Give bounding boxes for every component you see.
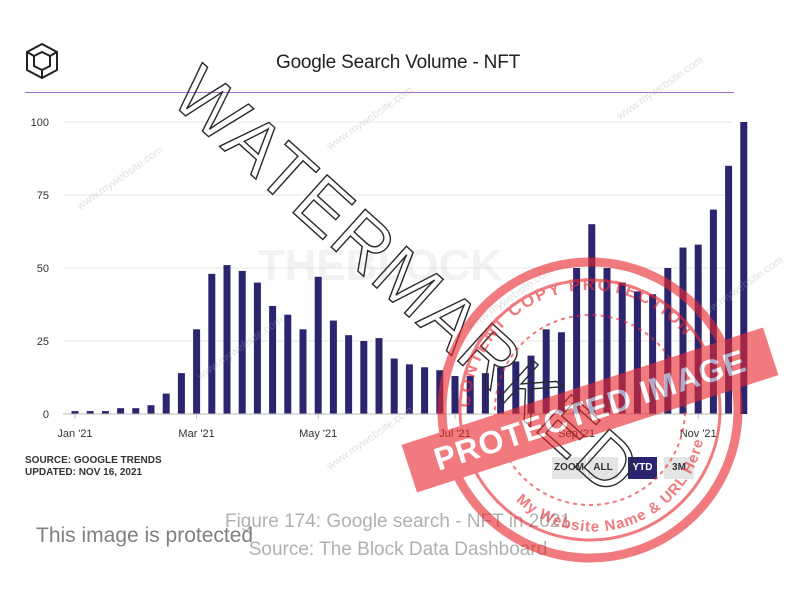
bar <box>557 332 565 414</box>
bar <box>497 367 505 414</box>
bar <box>481 373 489 414</box>
x-tick-label: May '21 <box>299 428 337 440</box>
bar <box>405 364 413 414</box>
updated-line: UPDATED: NOV 16, 2021 <box>25 467 143 478</box>
the-block-logo-icon <box>26 42 58 80</box>
x-tick-label: Nov '21 <box>680 428 717 440</box>
bar <box>390 358 398 414</box>
bar <box>162 393 170 414</box>
y-tick-label: 0 <box>43 409 49 421</box>
x-tick-label: Jan '21 <box>57 428 92 440</box>
bar <box>177 373 185 414</box>
bar <box>664 268 672 414</box>
bar <box>299 329 307 414</box>
bar <box>86 411 94 414</box>
source-line: SOURCE: GOOGLE TRENDS <box>25 455 162 466</box>
bar <box>679 247 687 414</box>
zoom-label: ZOOM <box>552 457 586 479</box>
bar <box>269 305 277 414</box>
chart-title: Google Search Volume - NFT <box>275 52 521 73</box>
bar <box>132 408 140 414</box>
x-tick-label: Sep '21 <box>558 428 595 440</box>
bar <box>101 411 109 414</box>
x-tick-label: Mar '21 <box>178 428 214 440</box>
bar <box>223 265 231 414</box>
bar <box>618 282 626 414</box>
bar <box>725 165 733 414</box>
bar <box>117 408 125 414</box>
bar <box>375 338 383 414</box>
source-block: SOURCE: GOOGLE TRENDS UPDATED: NOV 16, 2… <box>25 455 162 479</box>
y-tick-label: 100 <box>31 117 49 129</box>
range-ytd-button[interactable]: YTD <box>628 457 657 479</box>
bar <box>466 376 474 414</box>
bar <box>740 122 748 414</box>
bar <box>421 367 429 414</box>
bar <box>193 329 201 414</box>
bar <box>345 335 353 414</box>
y-tick-label: 25 <box>37 336 49 348</box>
x-tick-label: Jul '21 <box>439 428 470 440</box>
bar <box>71 411 79 414</box>
bar <box>360 341 368 414</box>
bar <box>238 270 246 414</box>
bar <box>527 355 535 414</box>
bar <box>603 268 611 414</box>
bar <box>329 320 337 414</box>
bar <box>588 224 596 414</box>
bar <box>208 273 216 414</box>
bar <box>314 276 322 414</box>
bar <box>436 370 444 414</box>
bar <box>147 405 155 414</box>
bar <box>573 268 581 414</box>
y-tick-label: 75 <box>37 190 49 202</box>
bar <box>709 209 717 414</box>
bar <box>451 376 459 414</box>
bar <box>542 329 550 414</box>
bar <box>649 294 657 414</box>
range-3m-button[interactable]: 3M <box>664 457 694 479</box>
bar <box>694 244 702 414</box>
bar <box>284 314 292 414</box>
bar <box>253 282 261 414</box>
range-all-button[interactable]: ALL <box>588 457 618 479</box>
bar <box>512 361 520 414</box>
protected-notice: This image is protected <box>36 524 254 547</box>
bar <box>633 291 641 414</box>
y-tick-label: 50 <box>37 263 49 275</box>
title-divider <box>25 92 734 93</box>
